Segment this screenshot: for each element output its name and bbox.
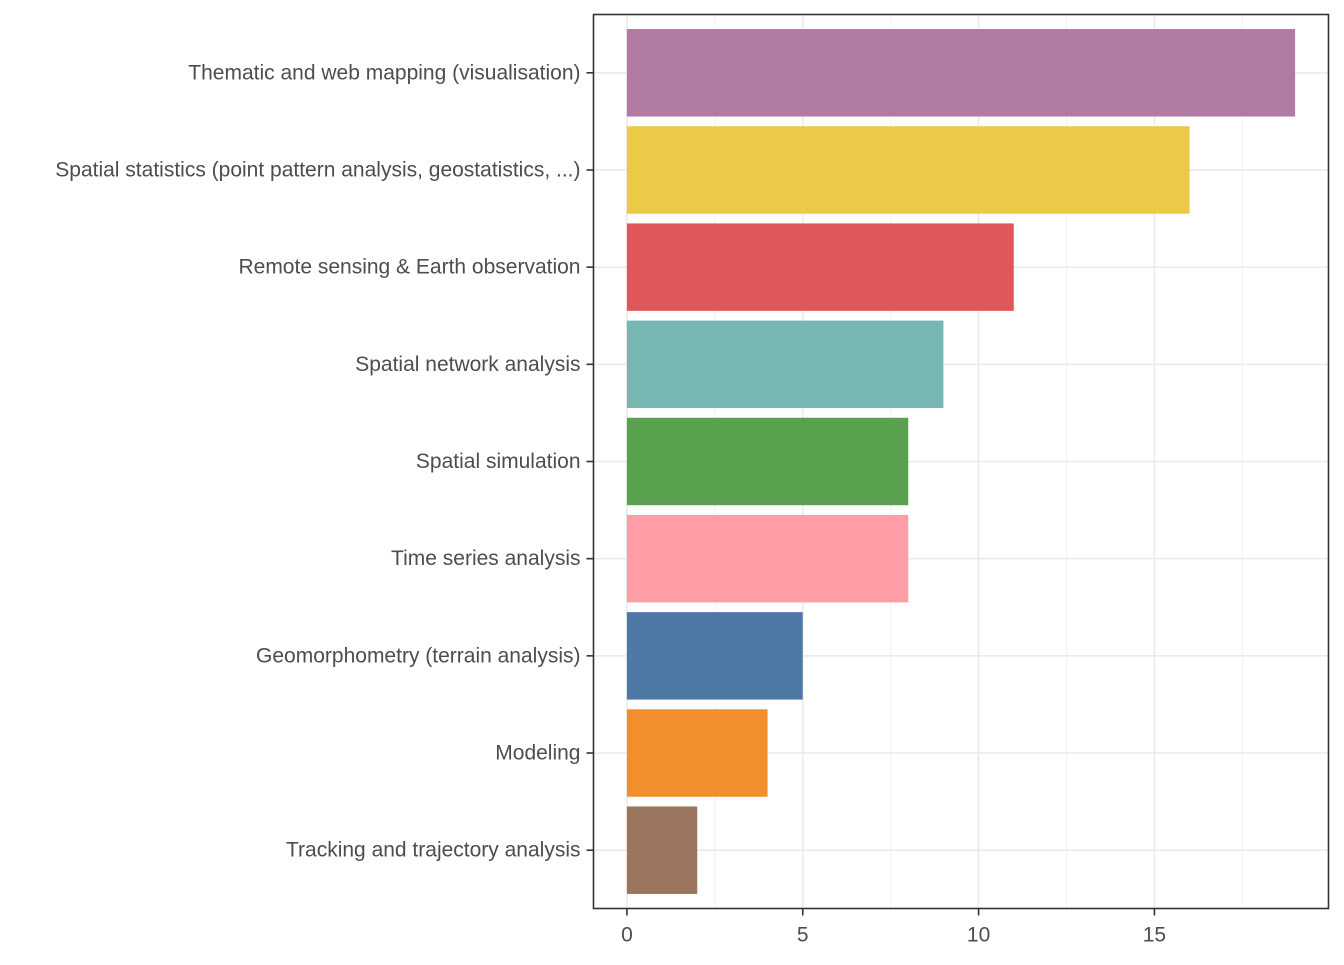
category-label: Spatial statistics (point pattern analys… bbox=[55, 158, 580, 181]
y-axis-ticks bbox=[586, 72, 594, 851]
bar-4 bbox=[626, 320, 944, 409]
x-axis-ticks bbox=[626, 908, 1156, 916]
x-tick-label: 10 bbox=[967, 924, 990, 947]
bar-7 bbox=[626, 612, 803, 700]
category-label: Thematic and web mapping (visualisation) bbox=[188, 61, 580, 84]
bar-1 bbox=[626, 29, 1296, 117]
x-tick-label: 0 bbox=[621, 924, 633, 947]
category-label: Spatial network analysis bbox=[355, 353, 580, 376]
category-label: Spatial simulation bbox=[416, 450, 581, 473]
bar-5 bbox=[626, 417, 909, 506]
category-label: Modeling bbox=[495, 742, 580, 765]
category-label: Tracking and trajectory analysis bbox=[286, 839, 581, 862]
category-label: Time series analysis bbox=[391, 547, 580, 570]
bars bbox=[626, 29, 1296, 894]
x-axis-labels: 0 5 10 15 bbox=[621, 924, 1166, 947]
category-label: Remote sensing & Earth observation bbox=[238, 256, 580, 279]
bar-8 bbox=[626, 709, 768, 797]
y-axis-labels: Thematic and web mapping (visualisation)… bbox=[55, 61, 580, 861]
x-tick-label: 15 bbox=[1143, 924, 1166, 947]
category-label: Geomorphometry (terrain analysis) bbox=[256, 644, 580, 667]
bar-9 bbox=[626, 806, 698, 894]
bar-6 bbox=[626, 514, 909, 603]
bar-2 bbox=[626, 126, 1190, 214]
x-tick-label: 5 bbox=[797, 924, 809, 947]
bar-3 bbox=[626, 223, 1014, 311]
